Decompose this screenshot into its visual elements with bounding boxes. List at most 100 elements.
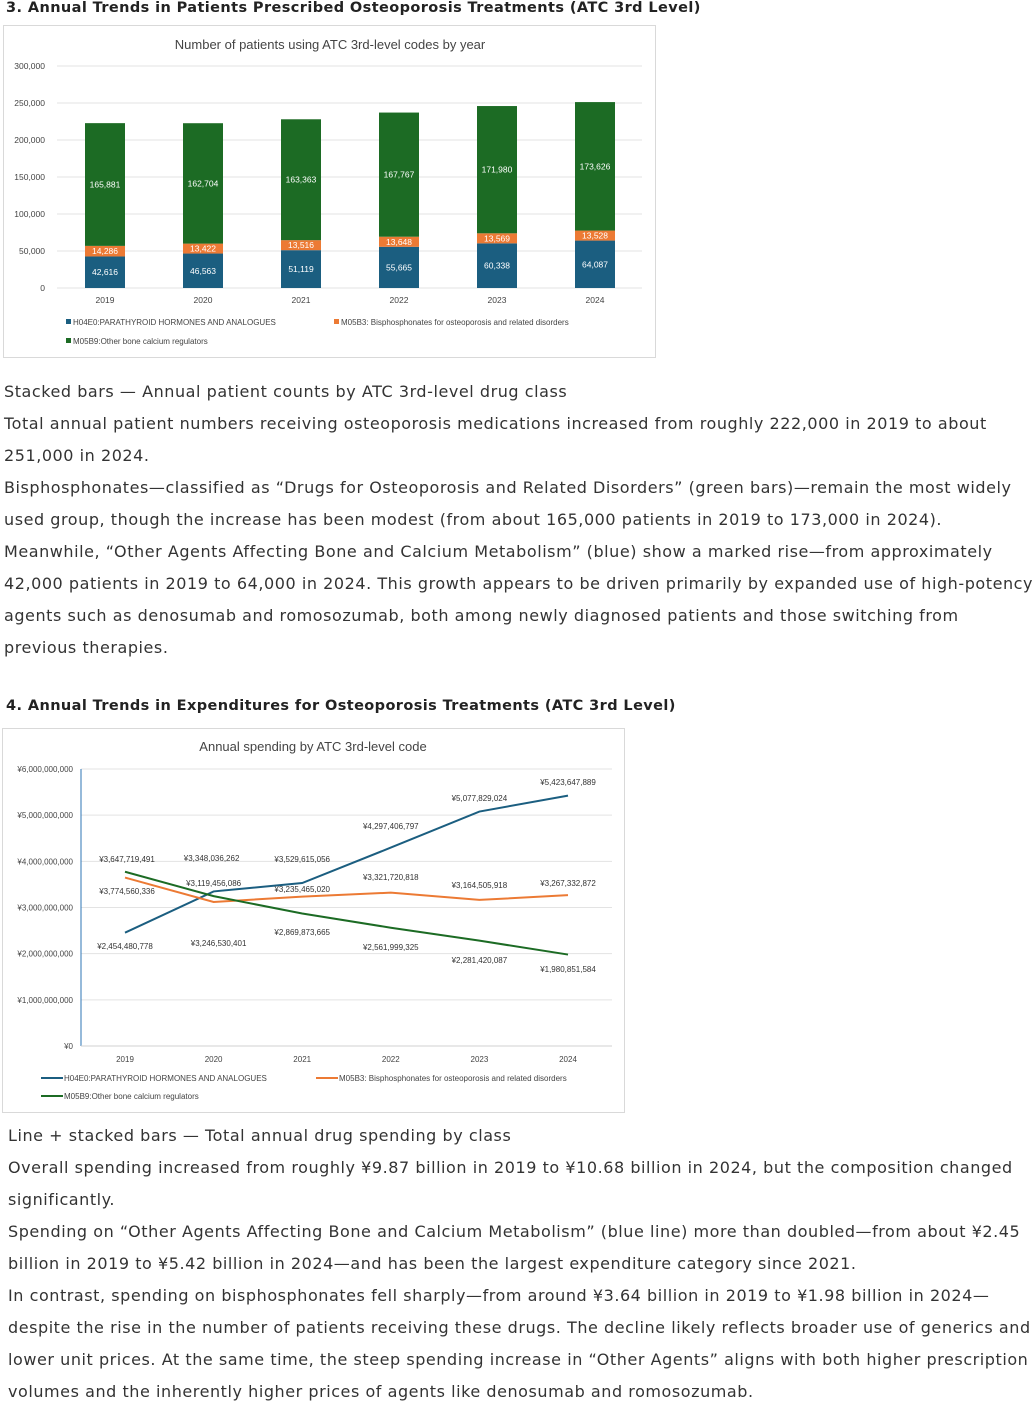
data-label: 163,363 (286, 175, 317, 185)
legend-swatch (66, 319, 71, 324)
series-line (124, 876, 569, 903)
data-label: 60,338 (484, 261, 510, 271)
spending-chart: Annual spending by ATC 3rd-level code ¥0 ¥… (2, 728, 625, 1113)
data-label: ¥2,561,999,325 (362, 943, 419, 952)
section-4-heading: 4. Annual Trends in Expenditures for Ost… (6, 698, 676, 714)
chart-title: Number of patients using ATC 3rd-level c… (175, 37, 486, 52)
bar-segment (477, 106, 517, 234)
x-tick-label: 2023 (488, 295, 507, 305)
data-label: 13,648 (386, 237, 412, 247)
y-tick-label: 100,000 (14, 209, 45, 219)
patients-chart: Number of patients using ATC 3rd-level c… (3, 25, 656, 358)
data-label: 165,881 (90, 180, 121, 190)
data-label: 162,704 (188, 178, 219, 188)
bar-segment (379, 246, 419, 288)
bar-segment (379, 236, 419, 247)
x-tick-label: 2019 (96, 295, 115, 305)
data-label: 13,569 (484, 233, 510, 243)
patients-bar-chart: Number of patients using ATC 3rd-level c… (14, 37, 642, 346)
data-label: ¥3,647,719,491 (98, 855, 155, 864)
paragraph: Meanwhile, “Other Agents Affecting Bone … (4, 542, 1034, 657)
paragraph: Spending on “Other Agents Affecting Bone… (8, 1222, 1021, 1273)
x-tick-label: 2020 (205, 1055, 223, 1064)
data-label: ¥3,246,530,401 (190, 939, 247, 948)
x-tick-label: 2019 (116, 1055, 134, 1064)
data-label: 13,422 (190, 244, 216, 254)
data-label: ¥2,281,420,087 (451, 956, 508, 965)
bar-segment (281, 250, 321, 288)
y-tick-label: 0 (40, 283, 45, 293)
bar-segment (575, 240, 615, 288)
legend-label: M05B9:Other bone calcium regulators (64, 1092, 199, 1101)
x-tick-label: 2022 (382, 1055, 400, 1064)
bar-segment (85, 245, 125, 257)
bar-segment (183, 123, 223, 244)
y-tick-label: ¥4,000,000,000 (16, 857, 73, 866)
bar-segment (477, 243, 517, 288)
data-label: ¥3,321,720,818 (362, 873, 419, 882)
paragraph: In contrast, spending on bisphosphonates… (8, 1286, 1031, 1401)
bar-segment (477, 233, 517, 244)
data-label: 13,516 (288, 240, 314, 250)
chart-caption: Stacked bars — Annual patient counts by … (4, 382, 568, 401)
bar-segment (281, 240, 321, 251)
data-label: 173,626 (580, 161, 611, 171)
legend-swatch (334, 319, 339, 324)
data-label: ¥3,119,456,086 (185, 879, 242, 888)
x-tick-label: 2022 (390, 295, 409, 305)
paragraph: Bisphosphonates—classified as “Drugs for… (4, 478, 1012, 529)
data-label: ¥5,423,647,889 (539, 778, 596, 787)
data-label: ¥2,454,480,778 (96, 942, 153, 951)
data-label: ¥3,235,465,020 (273, 885, 330, 894)
y-tick-label: 50,000 (19, 246, 45, 256)
data-label: ¥3,267,332,872 (539, 879, 596, 888)
bar-segment (575, 102, 615, 231)
legend-label: M05B9:Other bone calcium regulators (73, 337, 208, 346)
data-label: 167,767 (384, 170, 415, 180)
data-label: 51,119 (288, 264, 314, 274)
bar-segment (85, 123, 125, 246)
y-tick-label: ¥1,000,000,000 (16, 996, 73, 1005)
data-label: ¥3,348,036,262 (183, 854, 240, 863)
data-label: ¥2,869,873,665 (273, 928, 330, 937)
legend-label: M05B3: Bisphosphonates for osteoporosis … (341, 318, 569, 327)
series-line (124, 870, 569, 956)
bar-segment (575, 230, 615, 241)
legend-label: H04E0:PARATHYROID HORMONES AND ANALOGUES (73, 318, 276, 327)
bar-segment (183, 253, 223, 288)
data-label: ¥1,980,851,584 (539, 965, 596, 974)
section-4-text: Line + stacked bars — Total annual drug … (8, 1120, 1034, 1408)
y-tick-label: 150,000 (14, 172, 45, 182)
data-label: 55,665 (386, 262, 412, 272)
legend-label: M05B3: Bisphosphonates for osteoporosis … (339, 1074, 567, 1083)
x-tick-label: 2024 (586, 295, 605, 305)
data-label: 46,563 (190, 266, 216, 276)
x-tick-label: 2021 (293, 1055, 311, 1064)
chart-caption: Line + stacked bars — Total annual drug … (8, 1126, 512, 1145)
x-tick-label: 2021 (292, 295, 311, 305)
bar-segment (281, 119, 321, 241)
y-tick-label: 200,000 (14, 135, 45, 145)
data-label: 42,616 (92, 267, 118, 277)
y-tick-label: 300,000 (14, 61, 45, 71)
y-tick-label: 250,000 (14, 98, 45, 108)
y-tick-label: ¥0 (63, 1042, 73, 1051)
bar-segment (379, 112, 419, 237)
data-label: ¥3,529,615,056 (273, 855, 330, 864)
data-label: 14,286 (92, 246, 118, 256)
series-line (124, 794, 569, 934)
x-tick-label: 2024 (559, 1055, 577, 1064)
bar-segment (85, 256, 125, 288)
y-tick-label: ¥3,000,000,000 (16, 904, 73, 913)
x-tick-label: 2020 (194, 295, 213, 305)
legend-swatch (66, 338, 71, 343)
data-label: 13,528 (582, 231, 608, 241)
data-label: ¥3,164,505,918 (451, 881, 508, 890)
data-label: ¥5,077,829,024 (451, 794, 508, 803)
legend-label: H04E0:PARATHYROID HORMONES AND ANALOGUES (64, 1074, 267, 1083)
y-tick-label: ¥5,000,000,000 (16, 811, 73, 820)
x-tick-label: 2023 (471, 1055, 489, 1064)
paragraph: Total annual patient numbers receiving o… (4, 414, 987, 465)
bar-segment (183, 243, 223, 254)
spending-line-chart: Annual spending by ATC 3rd-level code ¥0 ¥… (16, 739, 612, 1101)
